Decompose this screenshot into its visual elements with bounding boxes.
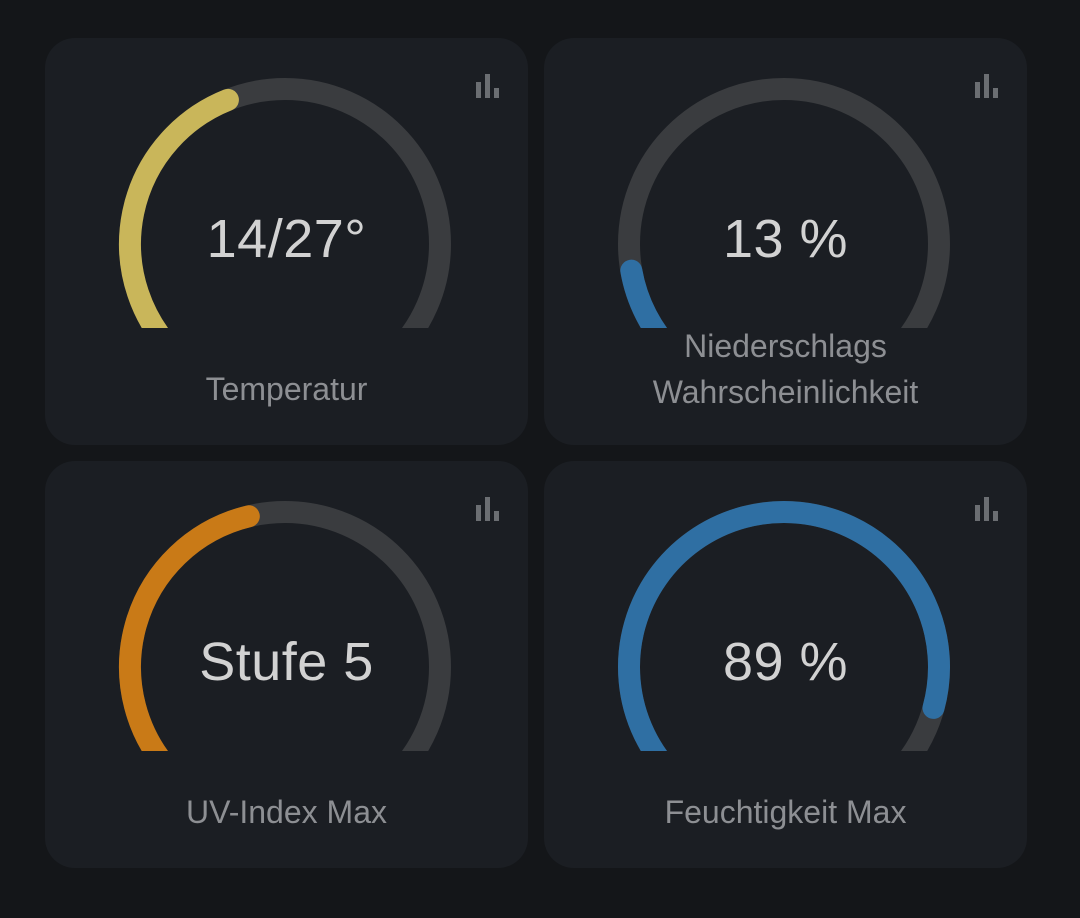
bar-chart-icon[interactable] <box>474 74 502 98</box>
uv-index-gauge <box>119 501 451 751</box>
gauge-fill <box>620 259 668 328</box>
gauge-track <box>618 78 950 328</box>
humidity-value: 89 % <box>722 632 849 692</box>
precipitation-label-line-2: Wahrscheinlichkeit <box>652 374 919 410</box>
precipitation-label-line-1: Niederschlags <box>684 328 887 364</box>
humidity-gauge <box>618 501 950 751</box>
temperature-card[interactable]: 14/27° Temperatur <box>45 38 528 445</box>
gauge-fill <box>119 505 260 751</box>
bar-chart-icon[interactable] <box>973 497 1001 521</box>
precipitation-value: 13 % <box>722 209 849 269</box>
temperature-label: Temperatur <box>45 366 528 412</box>
temperature-label-line: Temperatur <box>205 371 368 407</box>
gauge-fill <box>119 88 239 328</box>
bar-chart-icon[interactable] <box>474 497 502 521</box>
uv-index-card[interactable]: Stufe 5 UV-Index Max <box>45 461 528 868</box>
precipitation-gauge <box>618 78 950 328</box>
humidity-label-line: Feuchtigkeit Max <box>664 794 907 830</box>
precipitation-card[interactable]: 13 % Niederschlags Wahrscheinlichkeit <box>544 38 1027 445</box>
uv-index-label-line: UV-Index Max <box>186 794 387 830</box>
temperature-gauge <box>119 78 451 328</box>
uv-index-value: Stufe 5 <box>199 632 374 692</box>
humidity-card[interactable]: 89 % Feuchtigkeit Max <box>544 461 1027 868</box>
gauge-fill <box>618 501 950 751</box>
precipitation-label: Niederschlags Wahrscheinlichkeit <box>544 323 1027 415</box>
gauge-grid: 14/27° Temperatur 13 % Niederschlags Wah… <box>45 38 1028 868</box>
humidity-label: Feuchtigkeit Max <box>544 789 1027 835</box>
temperature-value: 14/27° <box>206 209 367 269</box>
bar-chart-icon[interactable] <box>973 74 1001 98</box>
uv-index-label: UV-Index Max <box>45 789 528 835</box>
